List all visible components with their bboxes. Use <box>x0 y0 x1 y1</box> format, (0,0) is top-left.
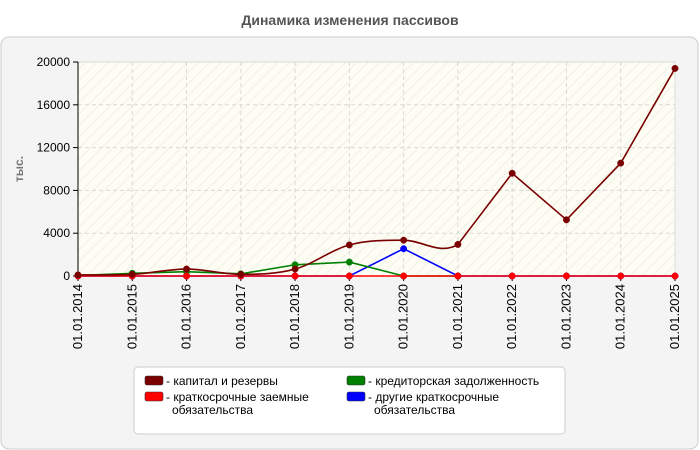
x-tick-label: 01.01.2022 <box>504 284 519 349</box>
data-point <box>671 64 679 72</box>
x-tick-label: 01.01.2017 <box>233 284 248 349</box>
y-tick-labels: 0 4000 8000 12000 16000 20000 <box>37 55 71 283</box>
series-layer <box>74 64 679 280</box>
legend-item-0: - капитал и резервы <box>144 374 278 388</box>
data-point <box>291 272 299 280</box>
y-tick-label: 12000 <box>37 141 71 155</box>
plot-area <box>77 61 676 277</box>
data-point <box>183 265 190 273</box>
legend-item-1: - кредиторская задолженность <box>346 374 539 388</box>
data-point <box>617 272 625 280</box>
x-tick-label: 01.01.2021 <box>450 284 465 349</box>
chart-title: Динамика изменения пассивов <box>241 12 459 28</box>
legend-label: обязательства <box>374 403 455 417</box>
data-point <box>183 272 190 280</box>
data-point <box>237 270 245 278</box>
grid <box>78 61 675 276</box>
data-point <box>454 272 462 280</box>
x-tick-label: 01.01.2015 <box>124 284 139 349</box>
data-point <box>400 236 408 244</box>
x-tick-labels: 01.01.2014 01.01.2015 01.01.2016 01.01.2017… <box>70 284 682 349</box>
legend-label: обязательства <box>172 403 253 417</box>
x-tick-label: 01.01.2014 <box>70 284 85 349</box>
series-0 <box>74 64 679 279</box>
y-axis-label: тыс. <box>12 156 26 182</box>
legend-label: - кредиторская задолженность <box>368 374 539 388</box>
data-point <box>508 169 516 177</box>
x-tick-label: 01.01.2016 <box>179 284 194 349</box>
data-point <box>563 272 570 280</box>
legend-swatch <box>346 391 366 402</box>
data-point <box>128 270 136 278</box>
legend-swatch <box>144 391 164 402</box>
data-point <box>400 272 408 280</box>
legend-swatch <box>144 375 164 386</box>
y-tick-label: 8000 <box>43 183 70 197</box>
y-tick-label: 16000 <box>37 98 71 112</box>
y-tick-label: 0 <box>63 269 70 283</box>
data-point <box>345 241 353 249</box>
y-tick-label: 20000 <box>37 55 71 69</box>
data-point <box>291 265 299 273</box>
data-point <box>400 245 408 253</box>
data-point <box>617 159 625 167</box>
y-tick-label: 4000 <box>43 226 70 240</box>
legend-label: - капитал и резервы <box>166 374 278 388</box>
legend-swatch <box>346 375 366 386</box>
x-tick-label: 01.01.2025 <box>667 284 682 349</box>
data-point <box>345 258 353 266</box>
x-tick-label: 01.01.2019 <box>341 284 356 349</box>
legend-label: - краткосрочные заемные <box>166 390 309 404</box>
legend: - капитал и резервы - кредиторская задолж… <box>133 366 566 435</box>
x-tick-label: 01.01.2024 <box>613 284 628 349</box>
data-point <box>74 271 82 279</box>
x-tick-label: 01.01.2018 <box>287 284 302 349</box>
x-tick-label: 01.01.2023 <box>558 284 573 349</box>
data-point <box>508 272 516 280</box>
series-line <box>77 68 676 276</box>
data-point <box>454 240 462 248</box>
legend-label: - другие краткосрочные <box>368 390 499 404</box>
x-tick-label: 01.01.2020 <box>396 284 411 349</box>
data-point <box>345 272 353 280</box>
data-point <box>671 272 679 280</box>
data-point <box>563 216 570 224</box>
